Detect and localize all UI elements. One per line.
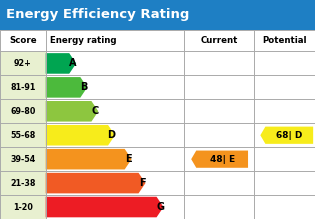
- Text: Current: Current: [200, 36, 238, 45]
- Text: 68| D: 68| D: [276, 131, 302, 140]
- Text: Energy rating: Energy rating: [50, 36, 117, 45]
- Text: G: G: [156, 202, 164, 212]
- Text: 55-68: 55-68: [10, 131, 36, 140]
- Text: Energy Efficiency Rating: Energy Efficiency Rating: [6, 8, 189, 21]
- Text: 48| E: 48| E: [209, 155, 235, 164]
- Polygon shape: [46, 173, 146, 193]
- FancyBboxPatch shape: [0, 147, 46, 171]
- Text: 39-54: 39-54: [10, 155, 36, 164]
- Text: D: D: [107, 130, 116, 140]
- FancyBboxPatch shape: [0, 123, 46, 147]
- FancyBboxPatch shape: [0, 75, 46, 99]
- Polygon shape: [46, 101, 98, 122]
- Polygon shape: [260, 127, 313, 144]
- Text: Score: Score: [9, 36, 37, 45]
- Polygon shape: [46, 53, 76, 74]
- FancyBboxPatch shape: [0, 51, 46, 75]
- FancyBboxPatch shape: [0, 195, 46, 219]
- FancyBboxPatch shape: [0, 171, 46, 195]
- Text: B: B: [80, 82, 88, 92]
- Polygon shape: [46, 197, 163, 217]
- FancyBboxPatch shape: [0, 99, 46, 123]
- FancyBboxPatch shape: [0, 30, 315, 51]
- Text: A: A: [69, 58, 77, 68]
- Polygon shape: [46, 77, 87, 98]
- Text: 69-80: 69-80: [10, 107, 36, 116]
- Text: E: E: [125, 154, 131, 164]
- Polygon shape: [191, 150, 248, 168]
- Text: F: F: [139, 178, 145, 188]
- Text: 21-38: 21-38: [10, 179, 36, 188]
- Text: 92+: 92+: [14, 59, 32, 68]
- Text: 81-91: 81-91: [10, 83, 36, 92]
- Polygon shape: [46, 125, 115, 145]
- Text: 1-20: 1-20: [13, 203, 33, 212]
- Polygon shape: [46, 149, 132, 170]
- Text: Potential: Potential: [262, 36, 306, 45]
- Text: C: C: [91, 106, 99, 116]
- FancyBboxPatch shape: [0, 0, 315, 30]
